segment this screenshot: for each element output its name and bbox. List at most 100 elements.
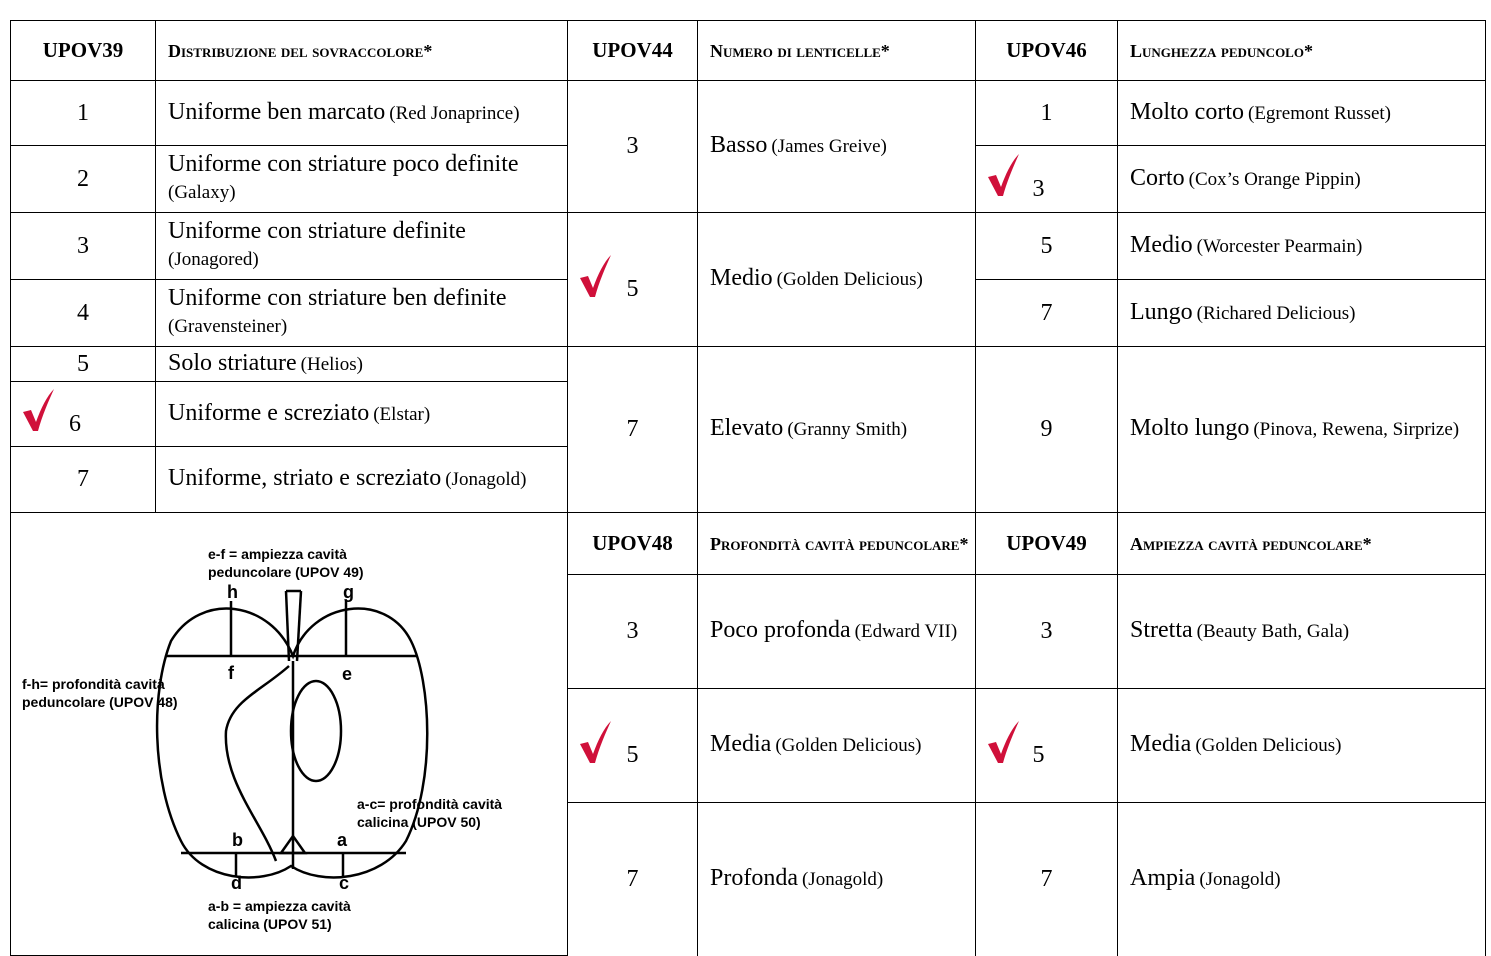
description: Uniforme, striato e screziato (Jonagold) (168, 465, 527, 494)
description-cell: Uniforme con striature ben definite (Gra… (155, 279, 568, 347)
point-letter: g (343, 582, 354, 602)
section-title: Lunghezza peduncolo* (1117, 20, 1486, 81)
label: Uniforme con striature poco definite (168, 151, 519, 177)
description: Solo striature (Helios) (168, 350, 363, 379)
value: 4 (77, 299, 89, 326)
point-letter: e (342, 664, 353, 684)
check-mark (580, 720, 611, 763)
value: 3 (626, 133, 639, 159)
description-cell: Uniforme con striature definite (Jonagor… (155, 212, 568, 280)
value-cell: 5 (567, 688, 698, 803)
description-cell: Uniforme con striature poco definite (Ga… (155, 145, 568, 213)
value: 7 (626, 866, 639, 892)
section-code: UPOV46 (975, 20, 1118, 81)
example: (Beauty Bath, Gala) (1196, 621, 1350, 642)
value-cell: 5 (10, 346, 156, 382)
value-cell: 2 (10, 145, 156, 213)
title-text: Distribuzione del sovraccolore* (168, 40, 433, 61)
label: Medio (710, 265, 773, 291)
value: 5 (1040, 232, 1053, 259)
title-text: Ampiezza cavità peduncolare* (1130, 533, 1372, 554)
title-text: Profondità cavità peduncolare* (710, 533, 969, 554)
value-cell: 9 (975, 346, 1118, 513)
label: Solo striature (168, 349, 297, 376)
description: Uniforme con striature ben definite (Gra… (168, 285, 557, 341)
description-cell: Profonda (Jonagold) (697, 802, 976, 956)
diagram-label: a-c= profondità cavità calicina (UPOV 50… (357, 796, 503, 830)
description-cell: Medio (Golden Delicious) (697, 212, 976, 347)
value: 7 (1040, 866, 1053, 892)
label: Uniforme e screziato (168, 399, 370, 426)
value-cell: 4 (10, 279, 156, 347)
description-cell: Corto (Cox’s Orange Pippin) (1117, 145, 1486, 213)
section-code: UPOV39 (10, 20, 156, 81)
description-cell: Uniforme ben marcato (Red Jonaprince) (155, 80, 568, 146)
value: 7 (1040, 299, 1053, 326)
description: Medio (Golden Delicious) (710, 265, 923, 294)
value: 5 (626, 742, 639, 768)
value: 5 (626, 276, 639, 302)
label: Molto corto (1130, 98, 1244, 125)
label: Ampia (1130, 865, 1196, 891)
description: Uniforme ben marcato (Red Jonaprince) (168, 99, 520, 128)
value-cell: 1 (10, 80, 156, 146)
diagram-label: a-b = ampiezza cavità calicina (UPOV 51) (208, 898, 351, 932)
description: Media (Golden Delicious) (1130, 731, 1341, 760)
label: Uniforme con striature definite (168, 218, 466, 244)
value-cell: 7 (975, 802, 1118, 956)
example: (Golden Delicious) (1195, 735, 1342, 756)
value-cell: 7 (975, 279, 1118, 347)
label: Uniforme, striato e screziato (168, 465, 442, 491)
point-letter: d (231, 873, 242, 893)
check-mark (23, 389, 54, 431)
value: 3 (77, 232, 89, 259)
code-text: UPOV46 (1006, 38, 1087, 62)
description: Medio (Worcester Pearmain) (1130, 232, 1362, 261)
value-cell: 3 (975, 574, 1118, 689)
description: Uniforme con striature poco definite (Ga… (168, 151, 557, 207)
value-cell: 3 (10, 212, 156, 280)
section-title: Profondità cavità peduncolare* (697, 512, 976, 575)
value-cell: 3 (975, 145, 1118, 213)
example: (Jonagold) (1199, 869, 1281, 890)
code-text: UPOV48 (592, 531, 673, 555)
description-cell: Molto corto (Egremont Russet) (1117, 80, 1486, 146)
value-cell: 5 (567, 212, 698, 347)
value: 2 (77, 165, 89, 192)
code-text: UPOV39 (42, 38, 124, 62)
section-title: Ampiezza cavità peduncolare* (1117, 512, 1486, 575)
section-code: UPOV44 (567, 20, 698, 81)
check-wrap (986, 153, 1020, 204)
value: 6 (69, 410, 81, 437)
description: Media (Golden Delicious) (710, 731, 921, 760)
label: Corto (1130, 164, 1185, 191)
point-letter: f (228, 663, 234, 683)
value: 3 (626, 618, 639, 644)
label: Uniforme con striature ben definite (168, 285, 507, 311)
example: (Golden Delicious) (775, 735, 922, 756)
example: (Elstar) (373, 403, 431, 425)
description: Elevato (Granny Smith) (710, 415, 907, 444)
section-title: Distribuzione del sovraccolore* (155, 20, 568, 81)
check-wrap (578, 254, 612, 305)
value-cell: 5 (975, 688, 1118, 803)
label: Lungo (1130, 298, 1193, 325)
description-cell: Poco profonda (Edward VII) (697, 574, 976, 689)
description-cell: Elevato (Granny Smith) (697, 346, 976, 513)
description-cell: Uniforme e screziato (Elstar) (155, 381, 568, 447)
example: (Golden Delicious) (776, 269, 923, 290)
label: Uniforme ben marcato (168, 98, 386, 125)
value-cell: 6 (10, 381, 156, 447)
description-cell: Molto lungo (Pinova, Rewena, Sirprize) (1117, 346, 1486, 513)
section-code: UPOV48 (567, 512, 698, 575)
value-cell: 7 (10, 446, 156, 513)
example: (Cox’s Orange Pippin) (1188, 168, 1361, 190)
code-text: UPOV44 (592, 38, 673, 62)
description: Poco profonda (Edward VII) (710, 617, 957, 646)
description-cell: Media (Golden Delicious) (697, 688, 976, 803)
value-cell: 5 (975, 212, 1118, 280)
value: 1 (77, 99, 89, 126)
label: Profonda (710, 865, 798, 891)
description-cell: Basso (James Greive) (697, 80, 976, 213)
title-text: Numero di lenticelle* (710, 40, 890, 61)
